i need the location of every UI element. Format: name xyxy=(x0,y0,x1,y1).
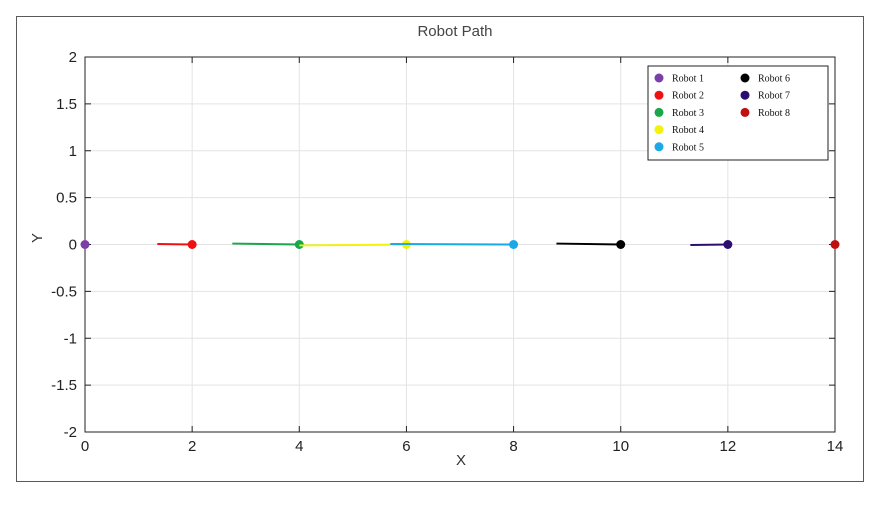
legend-box xyxy=(647,65,829,161)
legend-label-robot-1: Robot 1 xyxy=(672,74,704,85)
y-tick-label: -1 xyxy=(64,330,77,347)
chart-title: Robot Path xyxy=(417,23,492,40)
x-tick-label: 10 xyxy=(612,438,629,455)
legend-marker-robot-6 xyxy=(740,73,750,83)
robot-7-marker xyxy=(723,240,733,249)
y-tick-label: 2 xyxy=(69,49,77,66)
legend-marker-robot-2 xyxy=(654,90,664,100)
legend-marker-robot-7 xyxy=(740,90,750,100)
y-tick-label: -0.5 xyxy=(51,283,77,300)
robot-1-marker xyxy=(80,240,90,249)
x-tick-label: 0 xyxy=(81,438,89,455)
legend-marker-robot-1 xyxy=(654,73,664,83)
legend-marker-robot-4 xyxy=(654,125,664,135)
y-ticks: 2 1.5 1 0.5 0 -0.5 -1 -1.5 -2 xyxy=(51,49,835,441)
y-tick-label: 1 xyxy=(69,143,77,160)
legend-label-robot-7: Robot 7 xyxy=(758,91,790,102)
robot-3-path xyxy=(232,242,300,246)
legend-label-robot-5: Robot 5 xyxy=(672,142,704,153)
legend-label-robot-6: Robot 6 xyxy=(758,74,790,85)
robot-5-marker xyxy=(509,240,519,249)
legend-label-robot-8: Robot 8 xyxy=(758,108,790,119)
series-group xyxy=(80,240,840,249)
y-tick-label: 0.5 xyxy=(56,190,77,207)
legend: Robot 1 Robot 2 Robot 3 Robot 4 Robot 5 Robot… xyxy=(647,65,829,161)
legend-label-robot-3: Robot 3 xyxy=(672,108,704,119)
robot-8-marker xyxy=(830,240,840,249)
y-tick-label: -1.5 xyxy=(51,377,77,394)
robot-4-path xyxy=(299,243,407,247)
robot-2-marker xyxy=(187,240,197,249)
y-tick-label: 0 xyxy=(69,237,77,254)
x-axis-label: X xyxy=(456,452,466,469)
x-ticks: 0 2 4 6 8 10 12 14 xyxy=(81,57,844,455)
robot-6-marker xyxy=(616,240,626,249)
x-tick-label: 12 xyxy=(720,438,737,455)
x-tick-label: 6 xyxy=(402,438,410,455)
x-tick-label: 8 xyxy=(509,438,517,455)
y-tick-label: 1.5 xyxy=(56,96,77,113)
legend-label-robot-4: Robot 4 xyxy=(672,125,704,136)
y-axis-label: Y xyxy=(29,233,46,243)
legend-marker-robot-8 xyxy=(740,107,750,117)
legend-marker-robot-5 xyxy=(654,142,664,152)
x-tick-label: 14 xyxy=(827,438,844,455)
legend-marker-robot-3 xyxy=(654,107,664,117)
legend-label-robot-2: Robot 2 xyxy=(672,91,704,102)
y-tick-label: -2 xyxy=(64,424,77,441)
x-tick-label: 2 xyxy=(188,438,196,455)
x-tick-label: 4 xyxy=(295,438,303,455)
robot-6-path xyxy=(556,242,621,246)
